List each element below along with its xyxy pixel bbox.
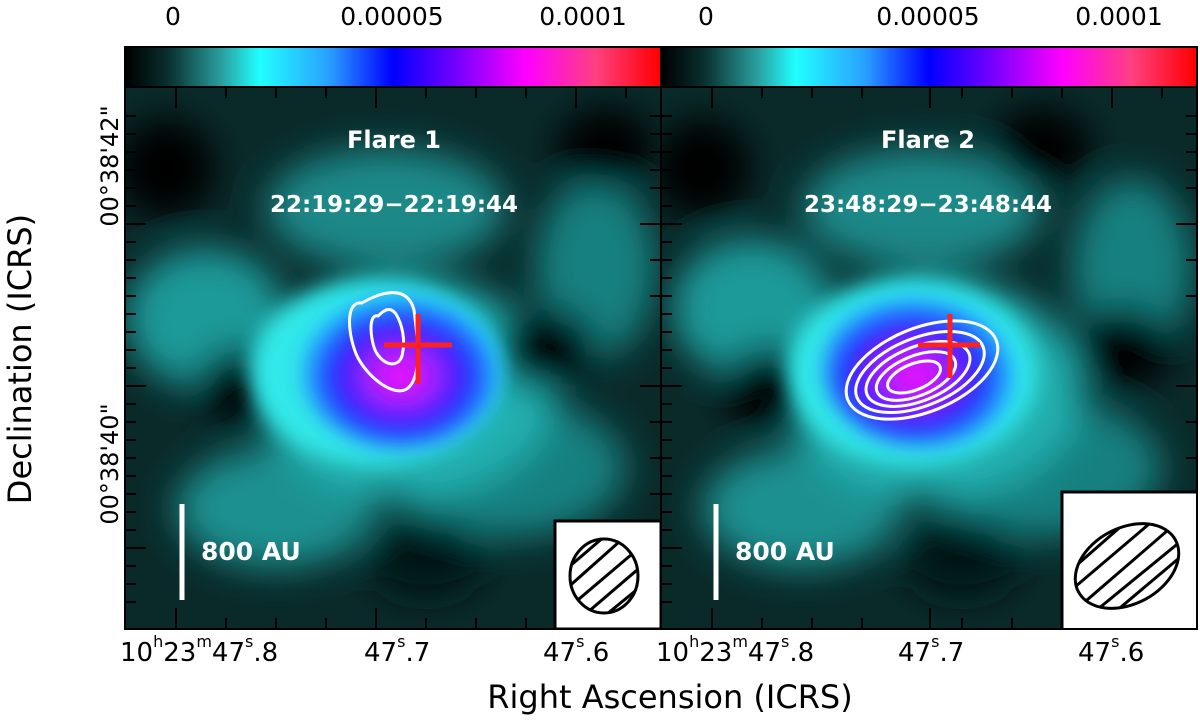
- y-axis-label: Declination (ICRS): [1, 213, 39, 505]
- contour-line: [369, 308, 406, 366]
- x-tick-minutes: 23: [699, 638, 733, 668]
- x-tick-seconds: 47: [364, 638, 398, 668]
- time-range: 23:48:29−23:48:44: [804, 192, 1052, 218]
- x-tick-label: 47s.7: [898, 632, 965, 668]
- contour-line: [348, 291, 420, 393]
- colorbar-tick-label: 0.0001: [539, 2, 627, 31]
- x-tick-hours: 10: [120, 638, 154, 668]
- contour-line: [844, 319, 1000, 421]
- colorbar-tick-label: 0.00005: [876, 2, 980, 31]
- colorbar-left: [124, 46, 662, 88]
- x-axis-label: Right Ascension (ICRS): [487, 678, 853, 716]
- x-tick-fraction: .7: [405, 638, 431, 668]
- x-tick-fraction: .6: [1119, 638, 1145, 668]
- panel-title: Flare 1: [347, 126, 441, 154]
- colorbar-tick-label: 0.00005: [340, 2, 444, 31]
- map-image: Flare 2 23:48:29−23:48:44 800 AU: [662, 88, 1196, 628]
- colorbar-right: [660, 46, 1198, 88]
- beam-inset: [553, 519, 660, 628]
- x-tick-fraction: .6: [584, 638, 610, 668]
- map-panel-flare-2: Flare 2 23:48:29−23:48:44 800 AU: [660, 86, 1198, 630]
- map-image: Flare 1 22:19:29−22:19:44 800 AU: [126, 88, 660, 628]
- time-range: 22:19:29−22:19:44: [270, 192, 518, 218]
- x-tick-fraction: .7: [939, 638, 965, 668]
- x-tick-seconds: 47: [543, 638, 577, 668]
- x-tick-fraction: .8: [253, 638, 279, 668]
- x-tick-seconds: 47: [1078, 638, 1112, 668]
- x-tick-label: 47s.6: [543, 632, 610, 668]
- x-tick-seconds: 47: [747, 638, 782, 668]
- x-tick-fraction: .8: [789, 638, 815, 668]
- x-tick-minutes: 23: [163, 638, 197, 668]
- scale-bar-label: 800 AU: [735, 537, 835, 566]
- beam-inset: [1060, 490, 1196, 628]
- x-tick-label: 10h23m47s.8: [120, 632, 279, 668]
- x-tick-label: 47s.7: [364, 632, 431, 668]
- y-tick-label: 00°38'42": [96, 105, 124, 227]
- colorbar-tick-label: 0: [698, 2, 714, 31]
- colorbar-tick-label: 0.0001: [1075, 2, 1163, 31]
- panel-title: Flare 2: [881, 126, 975, 154]
- x-tick-hours: 10: [656, 638, 690, 668]
- x-tick-label: 10h23m47s.8: [656, 632, 815, 668]
- x-tick-seconds: 47: [211, 638, 246, 668]
- scale-bar-label: 800 AU: [201, 537, 301, 566]
- map-panel-flare-1: Flare 1 22:19:29−22:19:44 800 AU: [124, 86, 662, 630]
- x-tick-seconds: 47: [898, 638, 932, 668]
- colorbar-tick-label: 0: [165, 2, 181, 31]
- y-tick-label: 00°38'40": [96, 403, 124, 525]
- x-tick-label: 47s.6: [1078, 632, 1145, 668]
